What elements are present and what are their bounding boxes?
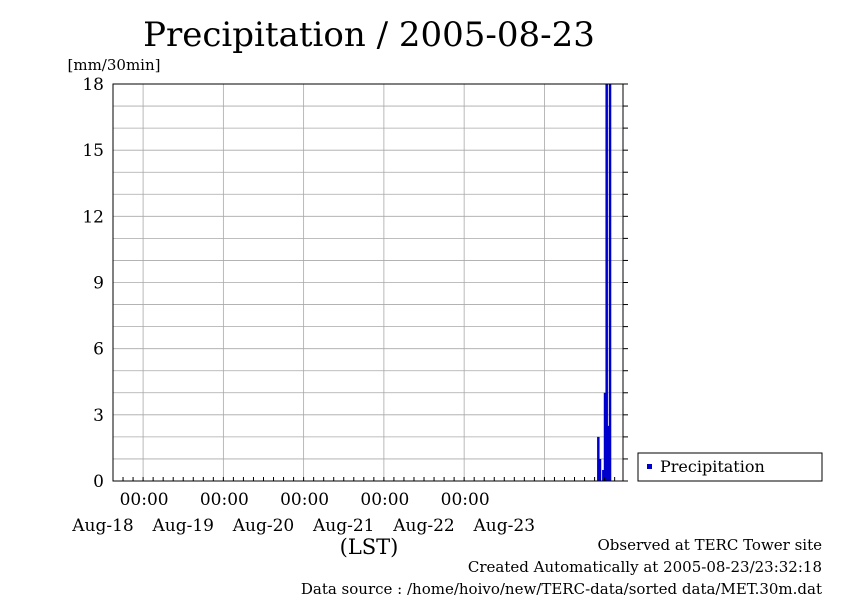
x-time-label: 00:00	[200, 490, 249, 510]
precipitation-bar	[598, 458, 602, 481]
y-tick-label: 0	[93, 472, 104, 492]
y-tick-label: 9	[93, 274, 104, 294]
y-axis-unit: [mm/30min]	[68, 56, 161, 74]
footer-source: Data source : /home/hoivo/new/TERC-data/…	[301, 580, 822, 595]
x-time-label: 00:00	[360, 490, 409, 510]
x-time-label: 00:00	[120, 490, 169, 510]
x-date-label: Aug-23	[473, 516, 535, 536]
precipitation-bar	[603, 392, 607, 481]
precipitation-bar	[607, 425, 610, 481]
footer-observed: Observed at TERC Tower site	[597, 536, 822, 554]
x-date-label: Aug-20	[232, 516, 294, 536]
precipitation-bar	[605, 84, 608, 481]
legend-swatch	[647, 464, 652, 469]
x-date-label: Aug-21	[312, 516, 374, 536]
y-tick-label: 6	[93, 340, 104, 360]
x-time-label: 00:00	[280, 490, 329, 510]
x-date-label: Aug-22	[392, 516, 454, 536]
y-tick-label: 18	[82, 75, 104, 95]
precipitation-bar	[597, 436, 600, 481]
footer-created: Created Automatically at 2005-08-23/23:3…	[468, 558, 822, 576]
legend-box	[637, 452, 823, 482]
chart-title: Precipitation / 2005-08-23	[143, 15, 595, 55]
x-time-label: 00:00	[441, 490, 490, 510]
y-tick-label: 3	[93, 406, 104, 426]
x-axis-label: (LST)	[340, 535, 399, 559]
precipitation-bar	[602, 469, 605, 481]
legend: Precipitation	[637, 452, 823, 482]
precipitation-bar	[608, 84, 612, 481]
legend-label: Precipitation	[660, 457, 765, 476]
x-date-label: Aug-18	[71, 516, 133, 536]
y-tick-label: 15	[82, 141, 104, 161]
y-tick-label: 12	[82, 207, 104, 227]
x-date-label: Aug-19	[151, 516, 213, 536]
